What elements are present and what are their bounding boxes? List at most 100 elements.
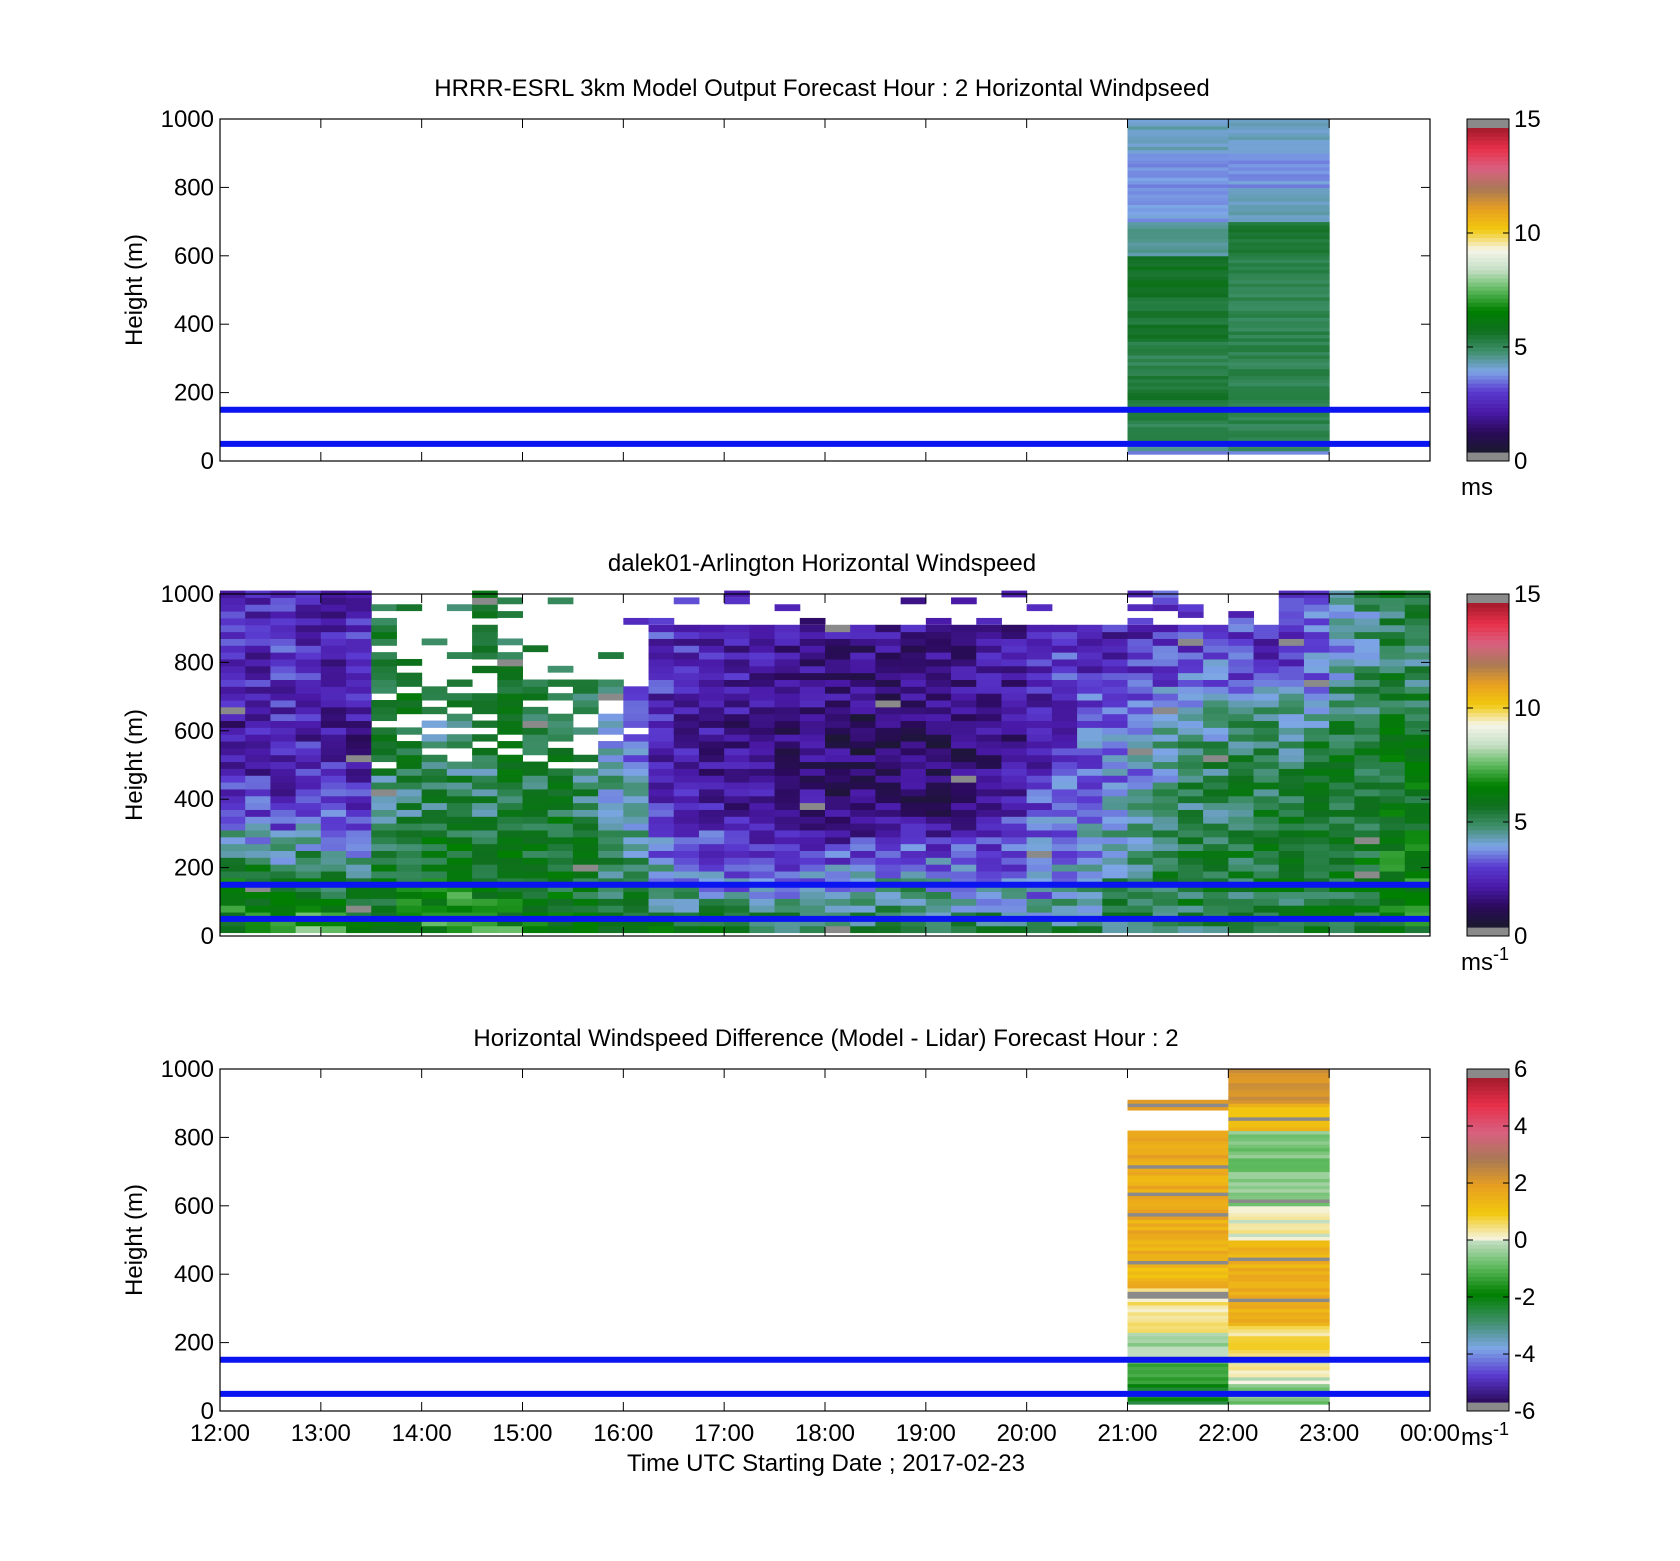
heatmap-cell xyxy=(320,877,347,886)
heatmap-cell xyxy=(1379,693,1406,701)
heatmap-cell xyxy=(1379,665,1406,674)
heatmap-cell xyxy=(1127,693,1154,701)
heatmap-cell xyxy=(295,782,322,790)
heatmap-cell xyxy=(1354,788,1381,797)
heatmap-cell xyxy=(270,768,297,776)
heatmap-cell xyxy=(497,891,523,899)
colorbar-swatch xyxy=(1467,1349,1509,1354)
heatmap-cell xyxy=(572,679,599,687)
heatmap-cell xyxy=(220,658,246,667)
heatmap-cell xyxy=(1329,604,1355,612)
heatmap-cell xyxy=(1278,700,1305,708)
heatmap-cell xyxy=(673,905,700,913)
heatmap-cell xyxy=(547,747,574,756)
heatmap-cell xyxy=(472,768,498,776)
heatmap-cell xyxy=(623,617,650,625)
heatmap-cell xyxy=(270,795,297,804)
heatmap-cell xyxy=(1102,720,1128,728)
heatmap-cell xyxy=(1127,1137,1229,1142)
heatmap-cell xyxy=(648,829,675,838)
heatmap-cell xyxy=(472,611,498,619)
heatmap-cell xyxy=(320,693,347,701)
heatmap-cell xyxy=(497,686,523,694)
heatmap-cell xyxy=(1379,734,1406,742)
heatmap-cell xyxy=(497,795,523,804)
heatmap-cell xyxy=(1026,645,1053,653)
heatmap-cell xyxy=(976,905,1002,913)
heatmap-cell xyxy=(749,693,776,701)
heatmap-cell xyxy=(749,788,776,797)
heatmap-cell xyxy=(1253,775,1280,783)
heatmap-cell xyxy=(1228,1137,1330,1142)
heatmap-cell xyxy=(1127,734,1154,742)
heatmap-cell xyxy=(1253,700,1280,708)
heatmap-cell xyxy=(749,912,776,920)
colorbar-swatch xyxy=(1467,720,1509,726)
heatmap-cell xyxy=(850,754,876,763)
heatmap-cell xyxy=(572,877,599,886)
heatmap-cell xyxy=(1051,679,1078,687)
heatmap-cell xyxy=(724,898,750,906)
heatmap-cell xyxy=(951,884,977,893)
heatmap-cell xyxy=(825,898,851,906)
heatmap-cell xyxy=(1127,816,1154,824)
heatmap-cell xyxy=(1228,1270,1330,1275)
colorbar-swatch xyxy=(1467,854,1509,859)
heatmap-cell xyxy=(1228,1075,1330,1080)
heatmap-cell xyxy=(522,706,549,715)
heatmap-cell xyxy=(497,693,523,701)
heatmap-cell xyxy=(900,665,927,674)
heatmap-cell xyxy=(1228,365,1330,370)
heatmap-cell xyxy=(1228,823,1255,831)
heatmap-cell xyxy=(245,877,271,886)
heatmap-cell xyxy=(1127,1318,1229,1323)
heatmap-cell xyxy=(371,864,397,872)
heatmap-cell xyxy=(673,597,700,605)
heatmap-cell xyxy=(1329,686,1355,694)
heatmap-cell xyxy=(1404,700,1431,708)
heatmap-cell xyxy=(900,775,927,783)
heatmap-cell xyxy=(598,652,624,659)
heatmap-cell xyxy=(1354,775,1381,783)
heatmap-cell xyxy=(497,843,523,851)
heatmap-cell xyxy=(1127,324,1229,329)
heatmap-cell xyxy=(1278,857,1305,865)
heatmap-cell xyxy=(396,788,423,797)
heatmap-cell xyxy=(1051,836,1078,845)
heatmap-cell xyxy=(245,720,271,728)
heatmap-cell xyxy=(1303,631,1330,639)
heatmap-cell xyxy=(522,795,549,804)
heatmap-cell xyxy=(850,672,876,680)
heatmap-cell xyxy=(1379,788,1406,797)
heatmap-cell xyxy=(497,898,523,906)
y-tick-label: 400 xyxy=(174,786,214,813)
heatmap-cell xyxy=(1354,734,1381,742)
heatmap-cell xyxy=(1077,850,1103,858)
heatmap-cell xyxy=(1228,252,1330,257)
heatmap-cell xyxy=(900,905,927,913)
heatmap-cell xyxy=(1278,816,1305,824)
heatmap-cell xyxy=(1379,864,1406,872)
heatmap-cell xyxy=(598,823,624,831)
colorbar-swatch xyxy=(1467,692,1509,697)
heatmap-cell xyxy=(1228,782,1255,790)
heatmap-cell xyxy=(648,658,675,667)
heatmap-cell xyxy=(1303,905,1330,913)
heatmap-cell xyxy=(1077,891,1103,899)
colorbar-swatch xyxy=(1467,184,1509,190)
heatmap-cell xyxy=(1127,1346,1229,1350)
heatmap-cell xyxy=(497,700,523,708)
heatmap-cell xyxy=(1228,160,1330,164)
heatmap-cell xyxy=(270,850,297,858)
heatmap-cell xyxy=(1303,918,1330,927)
heatmap-cell xyxy=(825,918,851,927)
colorbar-swatch xyxy=(1467,290,1509,295)
heatmap-cell xyxy=(220,829,246,838)
heatmap-cell xyxy=(1127,279,1229,284)
colorbar-swatch xyxy=(1467,1138,1509,1144)
colorbar-swatch xyxy=(1467,1329,1509,1334)
heatmap-cell xyxy=(497,829,523,838)
heatmap-cell xyxy=(1379,611,1406,619)
heatmap-cell xyxy=(1253,631,1280,639)
heatmap-cell xyxy=(522,925,549,934)
